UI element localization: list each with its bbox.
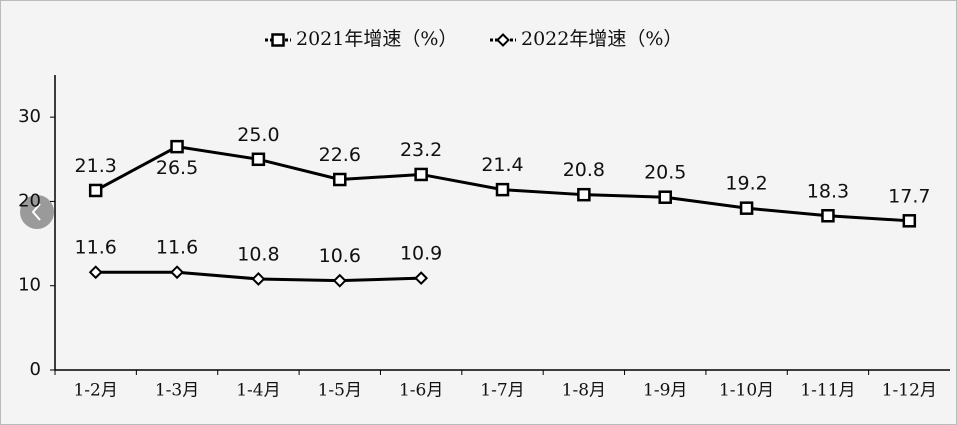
x-tick-label: 1-3月 <box>155 381 199 401</box>
marker-square <box>739 201 754 215</box>
marker-square <box>658 190 672 204</box>
data-label: 17.7 <box>888 185 930 207</box>
x-tick-label: 1-12月 <box>882 381 937 401</box>
marker-diamond <box>332 273 347 288</box>
data-label: 10.9 <box>400 243 442 265</box>
data-label: 11.6 <box>156 237 198 259</box>
marker-square <box>170 139 184 154</box>
marker-square <box>88 183 103 198</box>
marker-square <box>821 209 835 223</box>
x-tick-label: 1-11月 <box>800 381 855 401</box>
data-label: 11.6 <box>75 237 117 259</box>
marker-diamond <box>170 265 184 280</box>
marker-diamond <box>414 271 429 286</box>
marker-square <box>333 172 347 187</box>
carousel-prev-button[interactable] <box>20 195 54 229</box>
y-tick-label: 0 <box>30 359 41 380</box>
x-tick-label: 1-5月 <box>318 381 362 401</box>
marker-square <box>414 167 428 182</box>
x-tick-label: 1-8月 <box>562 381 606 401</box>
data-label: 18.3 <box>807 180 849 202</box>
data-label: 20.5 <box>644 162 686 184</box>
x-tick-label: 1-4月 <box>236 381 280 401</box>
marker-square <box>251 152 266 167</box>
marker-square <box>495 182 510 197</box>
marker-diamond <box>251 272 266 286</box>
marker-square <box>902 214 917 228</box>
data-label: 26.5 <box>156 157 198 179</box>
x-tick-label: 1-9月 <box>643 381 687 401</box>
data-label: 20.8 <box>563 159 605 181</box>
data-label: 22.6 <box>319 144 361 166</box>
data-label: 21.4 <box>481 154 523 176</box>
marker-square <box>577 187 591 202</box>
x-tick-label: 1-10月 <box>719 381 774 401</box>
marker-diamond <box>88 265 103 280</box>
x-tick-label: 1-7月 <box>480 381 524 401</box>
data-label: 19.2 <box>725 173 767 195</box>
y-tick-label: 30 <box>18 106 41 127</box>
data-label: 10.8 <box>237 243 279 265</box>
data-label: 10.6 <box>319 245 361 267</box>
x-tick-label: 1-6月 <box>399 381 443 401</box>
legend-label: 2022年增速（%） <box>521 28 682 50</box>
legend: 2021年增速（%） 2022年增速（%） <box>265 28 682 50</box>
prev-button-circle[interactable] <box>20 195 54 229</box>
data-label: 21.3 <box>75 155 117 177</box>
x-tick-label: 1-2月 <box>73 381 117 401</box>
prev-button-arrow[interactable] <box>31 203 41 221</box>
y-tick-label: 20 <box>18 190 41 211</box>
data-label: 25.0 <box>237 124 279 146</box>
y-tick-label: 10 <box>18 275 41 296</box>
legend-label: 2021年增速（%） <box>296 28 457 50</box>
marker-square <box>271 33 285 47</box>
marker-diamond <box>496 33 510 47</box>
data-label: 23.2 <box>400 139 442 161</box>
